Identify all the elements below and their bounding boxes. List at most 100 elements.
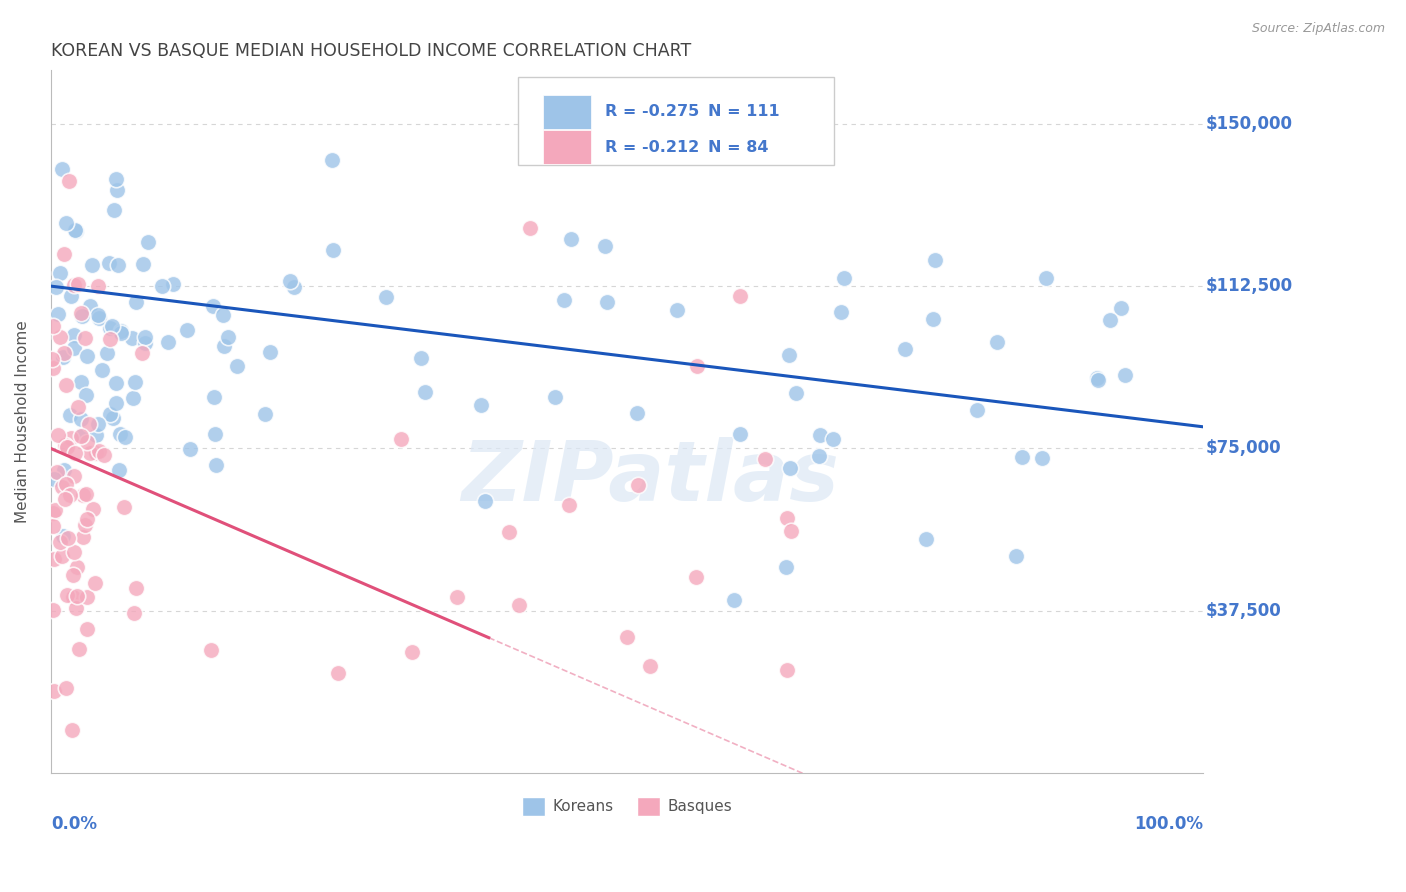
Point — [49, 266, 72, 280]
Point — [75, 388, 97, 402]
Point — [87, 311, 110, 326]
Point — [103, 202, 125, 217]
Text: Source: ZipAtlas.com: Source: ZipAtlas.com — [1251, 22, 1385, 36]
Point — [56, 588, 79, 602]
Text: $112,500: $112,500 — [1205, 277, 1292, 295]
Point — [124, 606, 146, 620]
Point — [686, 359, 709, 373]
Point — [201, 299, 224, 313]
Point — [922, 312, 945, 326]
Point — [508, 598, 530, 612]
Point — [67, 400, 90, 414]
Point — [211, 308, 233, 322]
Point — [79, 417, 101, 431]
Point — [321, 153, 343, 167]
Point — [1011, 450, 1033, 464]
Point — [80, 258, 103, 272]
Point — [389, 433, 412, 447]
Point — [162, 277, 184, 292]
Point — [226, 359, 249, 374]
Point — [42, 319, 65, 334]
Point — [76, 434, 98, 449]
Point — [66, 560, 89, 574]
Point — [627, 478, 650, 492]
Point — [52, 463, 75, 477]
Point — [42, 603, 65, 617]
Text: $75,000: $75,000 — [1205, 440, 1281, 458]
Point — [152, 279, 174, 293]
Point — [55, 681, 77, 695]
Point — [52, 350, 75, 364]
Point — [785, 386, 807, 401]
Point — [63, 445, 86, 459]
Point — [830, 305, 852, 319]
Point — [42, 360, 65, 375]
Point — [114, 430, 136, 444]
Point — [44, 472, 66, 486]
Point — [58, 173, 80, 187]
Text: $150,000: $150,000 — [1205, 115, 1292, 133]
Point — [1035, 271, 1057, 285]
Point — [46, 465, 69, 479]
Point — [44, 502, 66, 516]
Point — [42, 506, 65, 520]
Point — [498, 524, 520, 539]
Point — [807, 450, 830, 464]
Point — [67, 277, 90, 292]
Point — [401, 645, 423, 659]
Point — [70, 309, 93, 323]
Point — [966, 403, 988, 417]
Point — [112, 500, 135, 514]
Point — [53, 346, 76, 360]
Point — [79, 299, 101, 313]
Point — [62, 544, 84, 558]
Point — [84, 575, 107, 590]
Point — [48, 330, 70, 344]
Point — [326, 665, 349, 680]
Y-axis label: Median Household Income: Median Household Income — [15, 320, 30, 523]
Point — [72, 488, 94, 502]
Point — [253, 408, 276, 422]
Point — [69, 306, 91, 320]
Point — [374, 290, 396, 304]
Point — [66, 589, 89, 603]
Point — [595, 294, 617, 309]
Text: R = -0.212: R = -0.212 — [605, 139, 699, 154]
Point — [84, 446, 107, 460]
Point — [107, 463, 129, 477]
Point — [217, 330, 239, 344]
Point — [558, 498, 581, 512]
Point — [544, 390, 567, 404]
Point — [82, 501, 104, 516]
Point — [105, 183, 128, 197]
Point — [779, 524, 801, 538]
Point — [1087, 373, 1109, 387]
Point — [894, 342, 917, 356]
Point — [200, 642, 222, 657]
Point — [1109, 301, 1132, 315]
Point — [53, 438, 76, 452]
Point — [785, 119, 807, 133]
Point — [60, 289, 83, 303]
Point — [1085, 371, 1108, 385]
Point — [51, 549, 73, 563]
Point — [474, 494, 496, 508]
Point — [638, 659, 661, 673]
Point — [685, 570, 707, 584]
Point — [60, 723, 83, 737]
Point — [1099, 313, 1122, 327]
Point — [519, 220, 541, 235]
Point — [96, 346, 118, 360]
Point — [775, 560, 797, 574]
Point — [666, 302, 689, 317]
Point — [110, 326, 132, 341]
Point — [730, 426, 752, 441]
Point — [76, 623, 98, 637]
FancyBboxPatch shape — [517, 77, 835, 165]
Point — [97, 256, 120, 270]
Text: $37,500: $37,500 — [1205, 602, 1281, 620]
Point — [1005, 549, 1028, 563]
Point — [125, 582, 148, 596]
Point — [101, 410, 124, 425]
Text: 100.0%: 100.0% — [1135, 815, 1204, 833]
